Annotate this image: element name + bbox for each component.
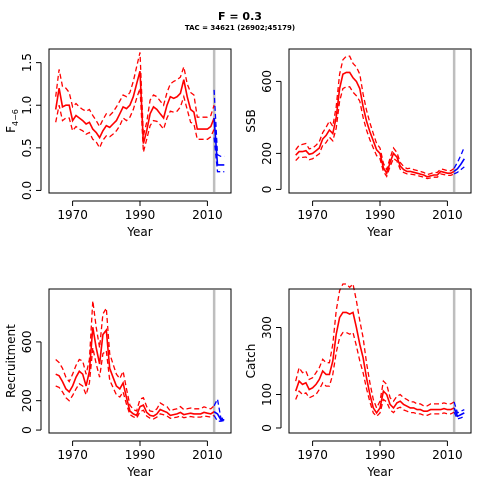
plot-frame [48, 288, 232, 434]
historic-upper-bound-line [295, 282, 455, 410]
projection-upper-bound-line [453, 146, 465, 169]
historic-median-line [294, 311, 455, 415]
projection-lower-bound-line [453, 166, 465, 175]
x-tick-label: 1990 [365, 208, 396, 222]
projection-lower-bound-line [453, 411, 465, 420]
projection-median-line [213, 117, 225, 166]
x-axis-label: Year [126, 465, 152, 479]
y-tick-label: 600 [20, 330, 34, 353]
x-tick-label: 2010 [432, 208, 463, 222]
plot-frame [288, 48, 472, 194]
projection-median-line [453, 158, 465, 173]
projection-median-line [213, 411, 225, 421]
historic-median-line [54, 70, 215, 144]
panel-ssb: 1970 1990 2010 Year 0 200 600 SSB [244, 48, 472, 239]
x-tick-label: 1970 [57, 448, 88, 462]
x-tick-label: 1970 [297, 208, 328, 222]
y-tick-label: 0 [260, 186, 274, 194]
figure-title: F = 0.3 [218, 10, 262, 23]
plot-frame [48, 48, 232, 194]
projection-lower-bound-line [213, 137, 225, 173]
historic-lower-bound-line [295, 331, 455, 418]
historic-upper-bound-line [55, 300, 215, 413]
x-tick-label: 1990 [365, 448, 396, 462]
x-tick-label: 1970 [297, 448, 328, 462]
y-tick-label: 200 [260, 142, 274, 165]
x-tick-label: 2010 [192, 448, 223, 462]
historic-median-line [295, 71, 455, 178]
x-tick-label: 1990 [125, 448, 156, 462]
x-tick-label: 1970 [57, 208, 88, 222]
projection-upper-bound-line [213, 89, 225, 158]
x-axis-label: Year [126, 225, 152, 239]
y-axis-label: SSB [244, 109, 258, 132]
y-tick-label: 0.5 [20, 138, 34, 157]
y-tick-label: 1.5 [20, 53, 34, 72]
x-tick-label: 1990 [125, 208, 156, 222]
x-tick-label: 2010 [192, 208, 223, 222]
y-tick-label: 0 [20, 426, 34, 434]
y-tick-label: 0.0 [20, 181, 34, 200]
y-axis-label: Catch [244, 344, 258, 379]
y-axis-label: F4−6 [4, 109, 20, 133]
historic-upper-bound-line [295, 55, 455, 176]
historic-lower-bound-line [55, 347, 215, 420]
historic-lower-bound-line [55, 87, 215, 153]
plot-frame [288, 288, 472, 434]
y-tick-label: 0 [260, 424, 274, 432]
y-axis-label: Recruitment [4, 324, 18, 398]
y-tick-label: 600 [260, 70, 274, 93]
y-axis-label-subscript: 4−6 [11, 109, 20, 126]
historic-lower-bound-line [295, 86, 455, 180]
historic-upper-bound-line [55, 52, 215, 137]
figure-subtitle: TAC = 34621 (26902;45179) [185, 24, 295, 32]
projection-median-line [453, 407, 465, 418]
x-axis-label: Year [366, 225, 392, 239]
y-tick-label: 300 [260, 316, 274, 339]
y-tick-label: 1.0 [20, 96, 34, 115]
projection-upper-bound-line [213, 397, 225, 419]
projection-lower-bound-line [213, 415, 225, 422]
y-tick-label: 200 [20, 389, 34, 412]
y-tick-label: 100 [260, 383, 274, 406]
historic-median-line [55, 327, 215, 417]
projection-upper-bound-line [453, 401, 465, 414]
panel-fbar: 1970 1990 2010 Year 0.0 0.5 1.0 1.5 F4−6 [4, 48, 232, 239]
x-tick-label: 2010 [432, 448, 463, 462]
x-axis-label: Year [366, 465, 392, 479]
